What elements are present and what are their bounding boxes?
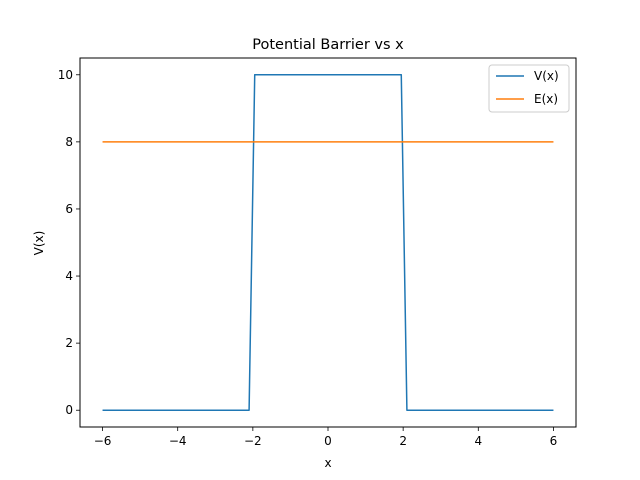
axes-frame [79, 57, 577, 428]
y-tick-label: 6 [65, 202, 73, 216]
x-tick-label: 2 [399, 434, 407, 448]
y-tick-label: 2 [65, 336, 73, 350]
y-tick-label: 4 [65, 269, 73, 283]
y-tick-label: 0 [65, 403, 73, 417]
legend-label-vx: V(x) [534, 69, 559, 83]
x-tick-label: −4 [169, 434, 187, 448]
chart-title: Potential Barrier vs x [252, 37, 404, 53]
series-line-0 [102, 74, 554, 411]
x-tick-label: −6 [94, 434, 112, 448]
y-tick-label: 8 [65, 135, 73, 149]
legend: V(x) E(x) [488, 64, 570, 113]
x-tick-label: 4 [474, 434, 482, 448]
y-axis-label: V(x) [32, 231, 46, 256]
axes-ticks: −6 −4 −2 0 2 4 6 0 2 4 6 8 10 [58, 68, 558, 448]
plot-area [102, 74, 554, 411]
legend-label-ex: E(x) [534, 92, 558, 106]
y-tick-label: 10 [58, 68, 73, 82]
x-tick-label: −2 [244, 434, 262, 448]
x-tick-label: 6 [550, 434, 558, 448]
x-axis-label: x [324, 456, 331, 470]
x-tick-label: 0 [324, 434, 332, 448]
